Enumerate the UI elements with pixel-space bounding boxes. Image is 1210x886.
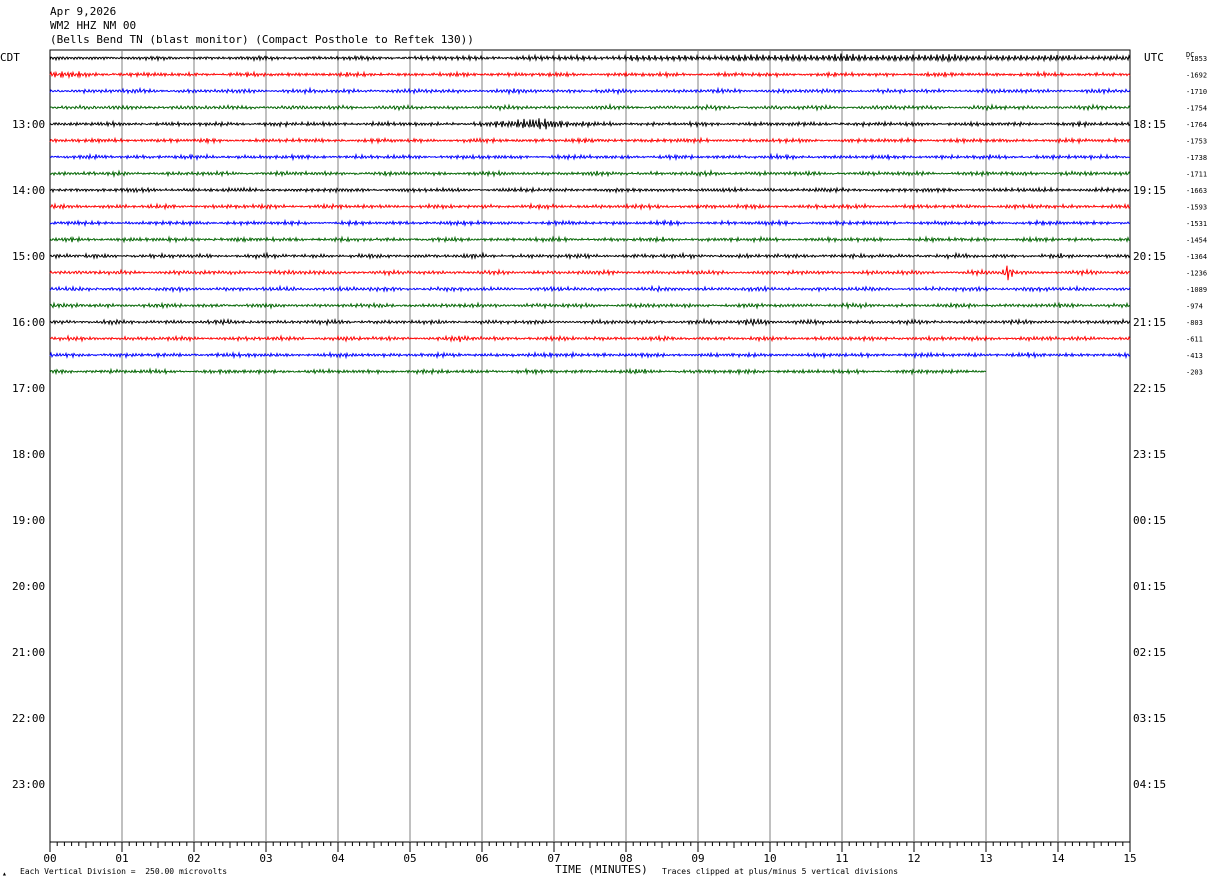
plot-frame [49,49,1131,843]
station-code: WM2 HHZ NM 00 [50,19,137,32]
cdt-hour-label: 20:00 [12,580,45,593]
x-tick-label: 11 [835,852,848,865]
plot-date: Apr 9,2026 [50,5,117,18]
scale-note: Each Vertical Division = 250.00 microvol… [20,867,228,876]
x-tick-label: 00 [43,852,56,865]
x-tick-label: 09 [691,852,704,865]
seismic-trace-line [49,284,1131,294]
cdt-hour-label: 16:00 [12,316,45,329]
dc-offset-label: -1753 [1186,138,1207,146]
dc-offset-label: -611 [1186,336,1203,344]
dc-offset-label: -1764 [1186,121,1207,129]
x-axis-title: TIME (MINUTES) [555,863,648,876]
x-tick-label: 05 [403,852,416,865]
cdt-hour-label: 21:00 [12,646,45,659]
utc-hour-label: 23:15 [1133,448,1166,461]
x-tick-label: 03 [259,852,272,865]
utc-hour-label: 04:15 [1133,778,1166,791]
utc-hour-label: 02:15 [1133,646,1166,659]
x-tick-label: 07 [547,852,560,865]
x-tick-label: 04 [331,852,345,865]
seismic-trace-line [49,235,1131,244]
seismic-trace-line [49,185,1131,194]
dc-offset-label: -1710 [1186,88,1207,96]
utc-hour-label: 00:15 [1133,514,1166,527]
x-tick-label: 14 [1051,852,1065,865]
dc-offset-label: -1853 [1186,55,1207,63]
clip-note: Traces clipped at plus/minus 5 vertical … [662,867,899,876]
utc-hour-label: 03:15 [1133,712,1166,725]
dc-offset-label: -1531 [1186,220,1207,228]
seismic-trace-line [49,53,1131,64]
utc-hour-label: 19:15 [1133,184,1166,197]
x-tick-label: 13 [979,852,992,865]
x-tick-label: 10 [763,852,776,865]
utc-hour-label: 01:15 [1133,580,1166,593]
seismic-trace-line [49,103,1131,112]
left-axis-title: CDT [0,51,20,64]
x-tick-label: 02 [187,852,200,865]
dc-offset-label: -1593 [1186,204,1207,212]
right-axis-title: UTC [1144,51,1164,64]
utc-hour-label: 21:15 [1133,316,1166,329]
cdt-hour-label: 19:00 [12,514,45,527]
dc-offset-label: -1364 [1186,253,1207,261]
x-tick-label: 12 [907,852,920,865]
seismic-trace-line [49,136,1131,145]
seismic-trace-line [49,367,987,376]
cdt-hour-label: 14:00 [12,184,45,197]
dc-offset-label: -1711 [1186,171,1207,179]
dc-offset-label: -413 [1186,352,1203,360]
utc-hour-label: 18:15 [1133,118,1166,131]
x-tick-label: 08 [619,852,632,865]
seismic-trace-line [49,118,1131,130]
seismic-trace-line [49,334,1131,343]
utc-hour-label: 20:15 [1133,250,1166,263]
dc-offset-label: -203 [1186,369,1203,377]
dc-offset-label: -803 [1186,319,1203,327]
dc-column-title: DC [1186,51,1194,59]
dc-offset-label: -1454 [1186,237,1207,245]
seismic-trace-line [49,350,1131,360]
cdt-hour-label: 13:00 [12,118,45,131]
seismic-trace-line [49,86,1131,96]
cdt-hour-label: 15:00 [12,250,45,263]
seismic-trace-line [49,202,1131,211]
cdt-hour-label: 22:00 [12,712,45,725]
dc-offset-label: -1089 [1186,286,1207,294]
x-tick-label: 06 [475,852,488,865]
cdt-hour-label: 23:00 [12,778,45,791]
corner-mark: ▴ [2,869,7,878]
seismic-trace-line [49,317,1131,327]
seismic-trace-line [49,169,1131,179]
dc-offset-label: -1692 [1186,72,1207,80]
dc-offset-label: -1663 [1186,187,1207,195]
dc-offset-label: -974 [1186,303,1203,311]
utc-hour-label: 22:15 [1133,382,1166,395]
dc-offset-label: -1738 [1186,154,1207,162]
seismic-trace-line [49,251,1131,261]
station-description: (Bells Bend TN (blast monitor) (Compact … [50,33,474,46]
dc-offset-label: -1754 [1186,105,1207,113]
seismic-trace-line [49,265,1131,281]
x-tick-label: 01 [115,852,128,865]
seismic-trace-line [49,152,1131,162]
cdt-hour-label: 18:00 [12,448,45,461]
seismic-trace-line [49,218,1131,228]
x-tick-label: 15 [1123,852,1136,865]
dc-offset-label: -1236 [1186,270,1207,278]
cdt-hour-label: 17:00 [12,382,45,395]
seismic-trace-line [49,70,1131,80]
seismic-trace-line [49,301,1131,310]
